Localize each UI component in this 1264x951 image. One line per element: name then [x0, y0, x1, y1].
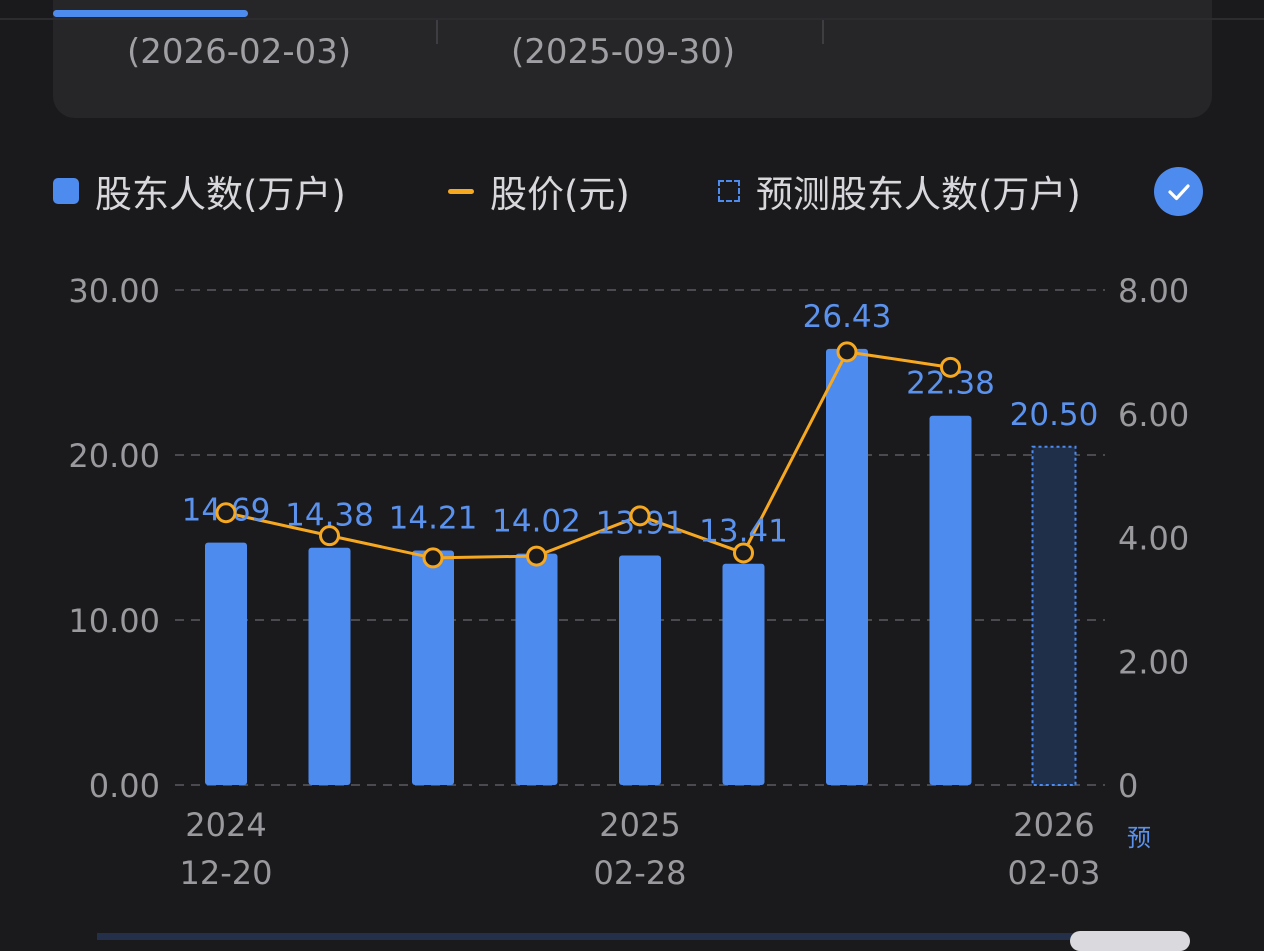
- bar: [205, 542, 247, 785]
- chart-legend: 股东人数(万户) 股价(元) 预测股东人数(万户): [0, 163, 1264, 223]
- legend-label-forecast: 预测股东人数(万户): [756, 173, 1081, 216]
- price-point: [629, 505, 651, 527]
- date-divider: [822, 20, 824, 44]
- range-slider-track[interactable]: [97, 933, 1127, 940]
- bar: [515, 553, 558, 785]
- price-point: [940, 356, 961, 378]
- x-axis-date-label: 02-03: [1008, 854, 1101, 892]
- legend-label-price: 股价(元): [490, 173, 630, 216]
- date-right: (2025-09-30): [511, 32, 736, 72]
- x-axis-year-label: 2025: [599, 806, 680, 844]
- top-divider: [0, 18, 1264, 20]
- y-axis-left-tick: 10.00: [68, 602, 160, 640]
- price-line: [225, 350, 951, 560]
- y-axis-right-tick: 0: [1118, 767, 1138, 805]
- price-point: [733, 542, 754, 564]
- price-point: [215, 502, 237, 524]
- legend-swatch-line: [448, 188, 474, 194]
- legend-swatch-bar: [53, 178, 79, 204]
- x-axis-year-label: 2026: [1013, 806, 1094, 844]
- bar: [308, 547, 351, 785]
- bar-value-label: 20.50: [1010, 397, 1099, 433]
- bar: [929, 415, 972, 785]
- y-axis-right-tick: 4.00: [1118, 520, 1189, 558]
- bar-value-label: 26.43: [803, 299, 892, 335]
- range-slider-handle[interactable]: [1070, 931, 1190, 951]
- bar: [619, 555, 661, 785]
- legend-swatch-forecast: [718, 180, 740, 202]
- bar: [412, 550, 454, 785]
- x-axis-date-label: 02-28: [594, 854, 687, 892]
- legend-item-price[interactable]: 股价(元): [448, 163, 630, 219]
- y-axis-right-tick: 8.00: [1118, 272, 1189, 310]
- price-point: [526, 545, 547, 567]
- y-axis-right-tick: 2.00: [1118, 643, 1189, 681]
- active-tab-indicator[interactable]: [53, 10, 248, 17]
- forecast-tag: 预: [1127, 824, 1151, 852]
- bar-value-label: 14.21: [389, 501, 478, 537]
- bar: [826, 348, 868, 785]
- date-divider: [436, 20, 438, 44]
- check-icon: [1167, 183, 1190, 200]
- y-axis-left-tick: 20.00: [68, 437, 160, 475]
- price-point: [836, 341, 858, 363]
- y-axis-left-tick: 30.00: [68, 272, 160, 310]
- bar-value-label: 14.02: [492, 504, 581, 540]
- legend-label-holders: 股东人数(万户): [95, 173, 346, 216]
- y-axis-right-tick: 6.00: [1118, 396, 1189, 434]
- bar: [722, 563, 765, 785]
- legend-item-forecast[interactable]: 预测股东人数(万户): [718, 163, 1081, 219]
- forecast-toggle-button[interactable]: [1154, 167, 1203, 216]
- date-left: (2026-02-03): [127, 32, 352, 72]
- price-point: [422, 547, 444, 569]
- legend-item-holders[interactable]: 股东人数(万户): [53, 163, 346, 219]
- x-axis-year-label: 2024: [185, 806, 266, 844]
- forecast-bar: [1031, 445, 1077, 786]
- x-axis-date-label: 12-20: [180, 854, 273, 892]
- price-point: [319, 525, 340, 547]
- y-axis-left-tick: 0.00: [89, 767, 160, 805]
